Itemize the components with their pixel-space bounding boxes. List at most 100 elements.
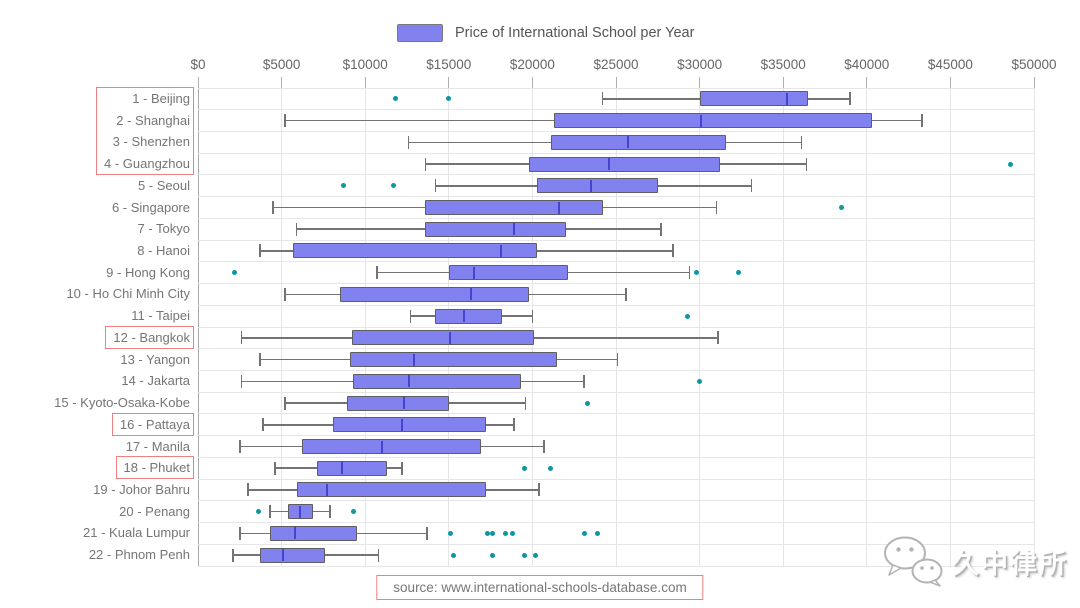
outlier-dot xyxy=(693,270,699,276)
whisker-cap xyxy=(625,287,627,301)
x-tick-mark xyxy=(866,77,868,88)
whisker-line xyxy=(719,163,807,165)
chart-legend: Price of International School per Year xyxy=(397,24,694,42)
x-tick-label: $5000 xyxy=(262,57,301,72)
outlier-dot xyxy=(340,183,346,189)
whisker-line xyxy=(233,554,260,556)
y-gridline xyxy=(198,109,1034,111)
whisker-line xyxy=(296,228,426,230)
y-gridline xyxy=(198,196,1034,198)
outlier-dot xyxy=(447,530,453,536)
whisker-cap xyxy=(800,135,803,149)
median-line xyxy=(700,114,703,127)
whisker-line xyxy=(502,315,533,317)
outlier-dot xyxy=(255,509,261,515)
whisker-line xyxy=(871,119,922,122)
whisker-line xyxy=(657,185,752,187)
outlier-dot xyxy=(533,552,539,558)
x-tick-mark xyxy=(615,77,617,88)
outlier-dot xyxy=(509,530,515,536)
y-gridline xyxy=(198,478,1034,480)
whisker-line xyxy=(263,424,334,426)
y-gridline xyxy=(198,348,1034,350)
y-axis-label: 14 - Jakarta xyxy=(121,373,190,389)
whisker-line xyxy=(435,185,538,187)
x-tick-label: $30000 xyxy=(677,57,723,72)
y-gridline xyxy=(198,283,1034,285)
y-gridline xyxy=(198,500,1034,502)
outlier-dot xyxy=(585,400,591,406)
whisker-cap xyxy=(688,266,691,280)
median-line xyxy=(785,92,788,105)
outlier-dot xyxy=(521,552,527,558)
outlier-dot xyxy=(350,509,356,515)
outlier-dot xyxy=(521,465,527,471)
box-plot-box xyxy=(448,265,568,281)
box-plot-box xyxy=(301,439,481,454)
whisker-cap xyxy=(401,461,403,475)
whisker-cap xyxy=(524,396,527,410)
y-gridline xyxy=(198,217,1034,219)
y-axis-label: 18 - Phuket xyxy=(123,460,191,476)
whisker-cap xyxy=(750,179,753,193)
whisker-line xyxy=(284,402,347,404)
whisker-line xyxy=(602,98,700,100)
whisker-cap xyxy=(284,396,286,410)
watermark-text: 久中律所 xyxy=(952,548,1068,579)
whisker-cap xyxy=(715,201,718,214)
source-note-box: source: www.international-schools-databa… xyxy=(376,575,704,600)
x-tick-mark xyxy=(699,77,701,88)
label-highlight-box xyxy=(116,456,194,479)
whisker-line xyxy=(241,337,352,339)
whisker-line xyxy=(408,141,551,144)
outlier-dot xyxy=(548,465,554,471)
whisker-cap xyxy=(531,309,534,323)
whisker-line xyxy=(239,445,302,448)
outlier-dot xyxy=(232,270,238,276)
whisker-cap xyxy=(921,114,923,128)
whisker-cap xyxy=(426,526,428,540)
y-gridline xyxy=(198,369,1034,371)
whisker-line xyxy=(259,358,351,361)
x-tick-label: $0 xyxy=(190,57,206,72)
median-line xyxy=(513,223,515,236)
median-line xyxy=(472,266,475,279)
box-plot-box xyxy=(269,525,357,541)
whisker-line xyxy=(808,98,851,100)
x-tick-label: $50000 xyxy=(1011,57,1057,72)
whisker-cap xyxy=(538,483,540,497)
whisker-line xyxy=(520,380,585,383)
box-plot-box xyxy=(351,330,535,346)
outlier-dot xyxy=(697,378,703,384)
median-line xyxy=(380,440,383,453)
watermark: 久中律所 xyxy=(882,534,1068,588)
y-axis-label: 2 - Shanghai xyxy=(116,112,190,128)
whisker-cap xyxy=(259,244,261,258)
whisker-cap xyxy=(377,548,380,562)
y-gridline xyxy=(198,413,1034,415)
box-plot-box xyxy=(340,286,530,302)
whisker-line xyxy=(485,489,540,491)
x-tick-label: $10000 xyxy=(342,57,388,72)
outlier-dot xyxy=(503,530,509,536)
median-line xyxy=(499,244,502,257)
outlier-dot xyxy=(489,552,495,558)
whisker-cap xyxy=(269,505,271,519)
median-line xyxy=(626,136,629,149)
whisker-line xyxy=(356,532,428,535)
median-line xyxy=(449,331,452,344)
source-note-text: source: www.international-schools-databa… xyxy=(393,580,687,595)
x-tick-label: $45000 xyxy=(927,57,973,72)
whisker-line xyxy=(557,358,618,361)
whisker-line xyxy=(448,402,526,404)
whisker-line xyxy=(325,554,379,556)
x-tick-label: $25000 xyxy=(593,57,639,72)
box-plot-box xyxy=(316,460,387,476)
y-gridline xyxy=(198,565,1034,567)
outlier-dot xyxy=(451,552,457,558)
box-plot-box xyxy=(333,417,486,433)
whisker-cap xyxy=(239,440,241,453)
y-axis-label: 3 - Shenzhen xyxy=(112,134,190,150)
median-line xyxy=(340,462,343,475)
